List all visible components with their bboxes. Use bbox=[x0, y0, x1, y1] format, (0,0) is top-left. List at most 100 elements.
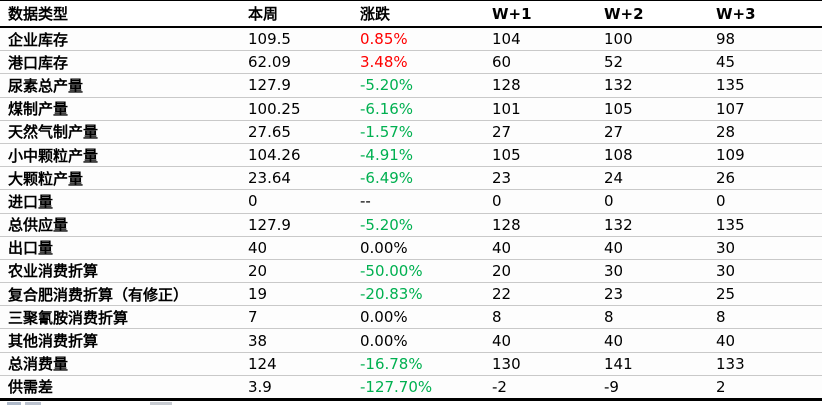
w1-cell[interactable]: 40 bbox=[484, 236, 596, 260]
w1-cell[interactable]: 104 bbox=[484, 27, 596, 52]
change-cell[interactable]: 0.00% bbox=[352, 328, 484, 353]
this-week-cell[interactable]: 124 bbox=[240, 352, 352, 376]
this-week-cell[interactable]: 7 bbox=[240, 305, 352, 330]
row-label-cell[interactable]: 煤制产量 bbox=[0, 97, 240, 121]
w2-cell[interactable]: 40 bbox=[596, 328, 708, 353]
w1-cell[interactable]: 101 bbox=[484, 97, 596, 121]
w3-cell[interactable]: 2 bbox=[708, 375, 822, 402]
row-label-cell[interactable]: 小中颗粒产量 bbox=[0, 143, 240, 168]
row-label-cell[interactable]: 三聚氰胺消费折算 bbox=[0, 305, 240, 330]
change-cell[interactable]: -4.91% bbox=[352, 143, 484, 168]
w3-cell[interactable]: 98 bbox=[708, 27, 822, 52]
col-header-this-week[interactable]: 本周 bbox=[240, 0, 352, 28]
row-label-cell[interactable]: 进口量 bbox=[0, 189, 240, 214]
change-cell[interactable]: -- bbox=[352, 189, 484, 214]
row-label-cell[interactable]: 港口库存 bbox=[0, 50, 240, 75]
row-label-cell[interactable]: 出口量 bbox=[0, 236, 240, 260]
this-week-cell[interactable]: 23.64 bbox=[240, 166, 352, 191]
w1-cell[interactable]: -2 bbox=[484, 375, 596, 402]
this-week-cell[interactable]: 0 bbox=[240, 189, 352, 214]
row-label-cell[interactable]: 供需差 bbox=[0, 375, 240, 402]
w2-cell[interactable]: 52 bbox=[596, 50, 708, 75]
this-week-cell[interactable]: 62.09 bbox=[240, 50, 352, 75]
change-cell[interactable]: -50.00% bbox=[352, 259, 484, 284]
w2-cell[interactable]: 27 bbox=[596, 120, 708, 144]
w1-cell[interactable]: 60 bbox=[484, 50, 596, 75]
w1-cell[interactable]: 128 bbox=[484, 213, 596, 237]
w3-cell[interactable]: 133 bbox=[708, 352, 822, 376]
w2-cell[interactable]: 23 bbox=[596, 282, 708, 307]
w3-cell[interactable]: 40 bbox=[708, 328, 822, 353]
w1-cell[interactable]: 130 bbox=[484, 352, 596, 376]
w3-cell[interactable]: 107 bbox=[708, 97, 822, 121]
row-label-cell[interactable]: 农业消费折算 bbox=[0, 259, 240, 284]
w1-cell[interactable]: 128 bbox=[484, 73, 596, 98]
w1-cell[interactable]: 27 bbox=[484, 120, 596, 144]
w2-cell[interactable]: 105 bbox=[596, 97, 708, 121]
w3-cell[interactable]: 135 bbox=[708, 213, 822, 237]
col-header-w2[interactable]: W+2 bbox=[596, 0, 708, 28]
w2-cell[interactable]: 132 bbox=[596, 213, 708, 237]
w1-cell[interactable]: 22 bbox=[484, 282, 596, 307]
row-label-cell[interactable]: 尿素总产量 bbox=[0, 73, 240, 98]
change-cell[interactable]: -16.78% bbox=[352, 352, 484, 376]
w2-cell[interactable]: 0 bbox=[596, 189, 708, 214]
row-label-cell[interactable]: 企业库存 bbox=[0, 27, 240, 52]
change-cell[interactable]: -6.16% bbox=[352, 97, 484, 121]
this-week-cell[interactable]: 20 bbox=[240, 259, 352, 284]
this-week-cell[interactable]: 127.9 bbox=[240, 213, 352, 237]
this-week-cell[interactable]: 27.65 bbox=[240, 120, 352, 144]
w1-cell[interactable]: 20 bbox=[484, 259, 596, 284]
w1-cell[interactable]: 8 bbox=[484, 305, 596, 330]
change-cell[interactable]: 0.00% bbox=[352, 236, 484, 260]
col-header-data-type[interactable]: 数据类型 bbox=[0, 0, 240, 28]
change-cell[interactable]: -127.70% bbox=[352, 375, 484, 402]
change-cell[interactable]: 0.85% bbox=[352, 27, 484, 52]
w2-cell[interactable]: 141 bbox=[596, 352, 708, 376]
this-week-cell[interactable]: 19 bbox=[240, 282, 352, 307]
row-label-cell[interactable]: 天然气制产量 bbox=[0, 120, 240, 144]
this-week-cell[interactable]: 3.9 bbox=[240, 375, 352, 402]
col-header-change[interactable]: 涨跌 bbox=[352, 0, 484, 28]
w1-cell[interactable]: 23 bbox=[484, 166, 596, 191]
w3-cell[interactable]: 45 bbox=[708, 50, 822, 75]
change-cell[interactable]: -20.83% bbox=[352, 282, 484, 307]
w1-cell[interactable]: 0 bbox=[484, 189, 596, 214]
this-week-cell[interactable]: 100.25 bbox=[240, 97, 352, 121]
w2-cell[interactable]: 108 bbox=[596, 143, 708, 168]
w2-cell[interactable]: 30 bbox=[596, 259, 708, 284]
w3-cell[interactable]: 109 bbox=[708, 143, 822, 168]
w3-cell[interactable]: 135 bbox=[708, 73, 822, 98]
col-header-w3[interactable]: W+3 bbox=[708, 0, 822, 28]
w1-cell[interactable]: 105 bbox=[484, 143, 596, 168]
row-label-cell[interactable]: 总消费量 bbox=[0, 352, 240, 376]
this-week-cell[interactable]: 40 bbox=[240, 236, 352, 260]
row-label-cell[interactable]: 大颗粒产量 bbox=[0, 166, 240, 191]
change-cell[interactable]: -6.49% bbox=[352, 166, 484, 191]
row-label-cell[interactable]: 其他消费折算 bbox=[0, 328, 240, 353]
change-cell[interactable]: 0.00% bbox=[352, 305, 484, 330]
w2-cell[interactable]: 8 bbox=[596, 305, 708, 330]
this-week-cell[interactable]: 127.9 bbox=[240, 73, 352, 98]
this-week-cell[interactable]: 109.5 bbox=[240, 27, 352, 52]
change-cell[interactable]: 3.48% bbox=[352, 50, 484, 75]
w2-cell[interactable]: -9 bbox=[596, 375, 708, 402]
w3-cell[interactable]: 8 bbox=[708, 305, 822, 330]
row-label-cell[interactable]: 复合肥消费折算（有修正） bbox=[0, 282, 240, 307]
col-header-w1[interactable]: W+1 bbox=[484, 0, 596, 28]
w1-cell[interactable]: 40 bbox=[484, 328, 596, 353]
w3-cell[interactable]: 26 bbox=[708, 166, 822, 191]
w3-cell[interactable]: 30 bbox=[708, 259, 822, 284]
row-label-cell[interactable]: 总供应量 bbox=[0, 213, 240, 237]
w2-cell[interactable]: 24 bbox=[596, 166, 708, 191]
change-cell[interactable]: -5.20% bbox=[352, 73, 484, 98]
change-cell[interactable]: -5.20% bbox=[352, 213, 484, 237]
this-week-cell[interactable]: 38 bbox=[240, 328, 352, 353]
w2-cell[interactable]: 132 bbox=[596, 73, 708, 98]
w3-cell[interactable]: 0 bbox=[708, 189, 822, 214]
w3-cell[interactable]: 28 bbox=[708, 120, 822, 144]
w3-cell[interactable]: 30 bbox=[708, 236, 822, 260]
w3-cell[interactable]: 25 bbox=[708, 282, 822, 307]
w2-cell[interactable]: 40 bbox=[596, 236, 708, 260]
change-cell[interactable]: -1.57% bbox=[352, 120, 484, 144]
